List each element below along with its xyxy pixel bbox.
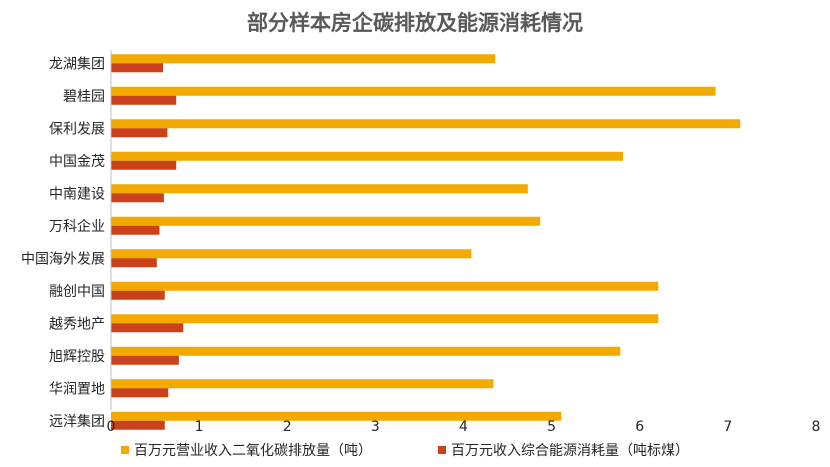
bar-energy-consumption [111, 95, 177, 105]
legend-label: 百万元收入综合能源消耗量（吨标煤） [451, 443, 689, 459]
bar-energy-consumption [111, 290, 165, 300]
bar-energy-consumption [111, 355, 179, 365]
bar-co2-emission [111, 184, 528, 194]
legend: 百万元营业收入二氧化碳排放量（吨） 百万元收入综合能源消耗量（吨标煤） [121, 443, 689, 459]
bar-co2-emission [111, 86, 716, 96]
bar-co2-emission [111, 379, 494, 389]
x-tick-label: 6 [635, 419, 644, 435]
bar-energy-consumption [111, 63, 163, 73]
chart-title: 部分样本房企碳排放及能源消耗情况 [247, 11, 583, 35]
x-tick-label: 1 [195, 419, 204, 435]
x-tick-label: 8 [812, 419, 821, 435]
x-tick-label: 0 [107, 419, 116, 435]
category-label: 远洋集团 [49, 413, 105, 430]
bar-co2-emission [111, 314, 659, 324]
category-label: 万科企业 [49, 218, 105, 235]
bar-co2-emission [111, 151, 624, 161]
bar-energy-consumption [111, 193, 164, 203]
legend-label: 百万元营业收入二氧化碳排放量（吨） [134, 443, 372, 459]
category-label: 中南建设 [49, 186, 105, 202]
category-label: 中国金茂 [49, 153, 105, 170]
category-labels: 龙湖集团碧桂园保利发展中国金茂中南建设万科企业中国海外发展融创中国越秀地产旭辉控… [21, 55, 105, 430]
bar-co2-emission [111, 249, 472, 259]
bar-co2-emission [111, 216, 541, 226]
category-label: 保利发展 [49, 121, 105, 137]
bar-co2-emission [111, 119, 741, 129]
x-tick-labels: 0 1 2 3 4 5 6 7 8 [107, 419, 821, 435]
x-tick-label: 7 [723, 419, 732, 435]
category-label: 融创中国 [49, 284, 105, 300]
category-label: 华润置地 [49, 381, 105, 397]
legend-swatch [121, 446, 129, 454]
bar-co2-emission [111, 411, 562, 421]
bar-co2-emission [111, 281, 659, 291]
bar-energy-consumption [111, 225, 160, 235]
x-tick-label: 2 [283, 419, 292, 435]
x-tick-label: 4 [459, 419, 468, 435]
bars-group [111, 54, 741, 430]
x-tick-label: 3 [371, 419, 380, 435]
bar-co2-emission [111, 346, 621, 356]
bar-energy-consumption [111, 160, 177, 170]
legend-swatch [438, 446, 446, 454]
bar-energy-consumption [111, 128, 168, 138]
category-label: 旭辉控股 [49, 349, 105, 365]
bar-co2-emission [111, 54, 496, 64]
category-label: 碧桂园 [63, 89, 105, 105]
bar-energy-consumption [111, 388, 169, 398]
bar-energy-consumption [111, 420, 165, 430]
x-tick-label: 5 [547, 419, 556, 435]
category-label: 越秀地产 [49, 316, 105, 332]
bar-energy-consumption [111, 258, 157, 268]
category-label: 龙湖集团 [49, 55, 105, 72]
category-label: 中国海外发展 [21, 251, 105, 267]
bar-energy-consumption [111, 323, 184, 333]
